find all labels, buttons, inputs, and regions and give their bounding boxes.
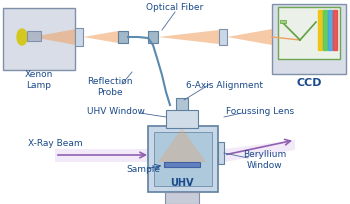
Text: Sample: Sample (126, 165, 160, 174)
Bar (118, 31, 128, 43)
Bar (278, 7, 340, 59)
Text: CCD: CCD (296, 78, 322, 88)
Bar (165, 192, 199, 204)
Bar (323, 10, 327, 50)
Ellipse shape (17, 29, 27, 45)
Bar (148, 31, 158, 43)
Bar (328, 10, 332, 50)
Bar (218, 142, 224, 164)
Text: UHV Window: UHV Window (87, 108, 145, 116)
Bar (219, 29, 227, 45)
Bar (148, 126, 218, 192)
Text: Xenon
Lamp: Xenon Lamp (25, 70, 53, 90)
Text: Focussing Lens: Focussing Lens (226, 108, 294, 116)
Text: Reflection
Probe: Reflection Probe (87, 77, 133, 97)
Bar (3, 8, 75, 70)
Bar (318, 10, 322, 50)
Polygon shape (55, 149, 150, 162)
Bar (154, 132, 212, 186)
Text: 6-Axis Alignment: 6-Axis Alignment (187, 82, 264, 91)
Bar (27, 31, 41, 41)
Text: X-Ray Beam: X-Ray Beam (28, 139, 82, 147)
Bar (333, 10, 337, 50)
Bar (75, 28, 83, 46)
Polygon shape (224, 140, 295, 162)
Polygon shape (158, 30, 219, 44)
Polygon shape (280, 20, 286, 23)
Bar (272, 4, 346, 74)
Bar (166, 110, 198, 128)
Polygon shape (158, 128, 206, 162)
Text: UHV: UHV (170, 178, 194, 188)
Text: Optical Fiber: Optical Fiber (146, 3, 204, 12)
Polygon shape (227, 29, 272, 45)
Bar (176, 98, 188, 112)
Text: Beryllium
Window: Beryllium Window (243, 150, 287, 170)
Bar (164, 162, 200, 167)
Polygon shape (32, 29, 76, 45)
Polygon shape (83, 31, 118, 43)
